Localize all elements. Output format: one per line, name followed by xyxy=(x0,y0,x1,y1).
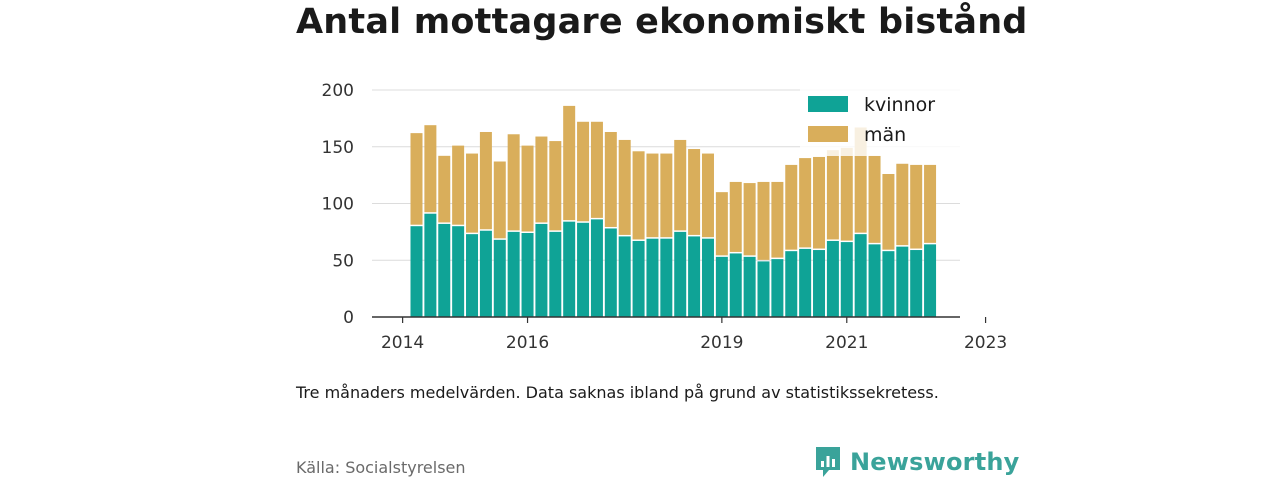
bar-kvinnor-18 xyxy=(660,238,673,317)
bar-kvinnor-35 xyxy=(896,246,909,317)
bar-kvinnor-13 xyxy=(590,219,603,317)
bar-kvinnor-25 xyxy=(757,261,770,317)
bar-kvinnor-37 xyxy=(924,244,937,317)
bar-kvinnor-7 xyxy=(507,231,520,317)
bar-man-12 xyxy=(577,121,590,222)
bar-kvinnor-12 xyxy=(577,222,590,317)
bar-kvinnor-9 xyxy=(535,223,548,317)
brand-logo: Newsworthy xyxy=(814,445,1020,479)
bar-man-26 xyxy=(771,181,784,258)
bar-kvinnor-17 xyxy=(646,238,659,317)
bar-kvinnor-27 xyxy=(785,251,798,317)
legend-label-1: män xyxy=(864,124,906,146)
bar-man-22 xyxy=(715,192,728,256)
bar-man-9 xyxy=(535,136,548,223)
bar-kvinnor-3 xyxy=(452,226,465,317)
legend-swatch-1 xyxy=(808,126,848,142)
bar-man-10 xyxy=(549,141,562,231)
bar-man-16 xyxy=(632,151,645,240)
bar-man-28 xyxy=(799,158,812,248)
bar-kvinnor-34 xyxy=(882,251,895,317)
stacked-bar-chart: 0 50 100 150 200 2014 2016 2019 2021 2023 kvinnor m… xyxy=(322,81,1008,353)
bar-man-35 xyxy=(896,163,909,246)
x-tick-label-2014: 2014 xyxy=(381,333,424,353)
bar-kvinnor-24 xyxy=(743,256,756,317)
bar-kvinnor-5 xyxy=(479,230,492,317)
bar-man-0 xyxy=(410,133,423,225)
y-tick-label-100: 100 xyxy=(322,195,354,215)
bar-kvinnor-32 xyxy=(854,234,867,317)
bar-kvinnor-22 xyxy=(715,256,728,317)
bar-man-37 xyxy=(924,164,937,243)
x-tick-label-2021: 2021 xyxy=(825,333,868,353)
bar-kvinnor-30 xyxy=(826,240,839,317)
bar-man-36 xyxy=(910,164,923,249)
chart-title: Antal mottagare ekonomiskt bistånd xyxy=(296,2,1028,42)
bar-kvinnor-28 xyxy=(799,248,812,317)
y-tick-label-150: 150 xyxy=(322,138,354,158)
bar-kvinnor-26 xyxy=(771,259,784,317)
bar-man-3 xyxy=(452,145,465,225)
bar-kvinnor-20 xyxy=(688,236,701,317)
bar-man-23 xyxy=(729,181,742,252)
bar-man-31 xyxy=(840,147,853,241)
bar-man-17 xyxy=(646,153,659,238)
y-tick-label-50: 50 xyxy=(332,251,354,271)
bar-kvinnor-33 xyxy=(868,244,881,317)
bar-man-5 xyxy=(479,131,492,230)
bar-man-2 xyxy=(438,155,451,223)
bar-kvinnor-8 xyxy=(521,233,534,317)
legend-label-0: kvinnor xyxy=(864,94,935,116)
bar-man-19 xyxy=(674,139,687,231)
bar-man-4 xyxy=(466,153,479,233)
bar-man-33 xyxy=(868,155,881,243)
x-tick-label-2019: 2019 xyxy=(700,333,743,353)
bar-kvinnor-0 xyxy=(410,226,423,317)
bar-man-8 xyxy=(521,145,534,232)
bar-man-18 xyxy=(660,153,673,238)
bar-kvinnor-16 xyxy=(632,240,645,317)
bar-kvinnor-29 xyxy=(813,250,826,317)
bar-kvinnor-14 xyxy=(604,228,617,317)
bar-kvinnor-31 xyxy=(840,242,853,317)
bar-man-21 xyxy=(701,153,714,238)
x-tick-label-2016: 2016 xyxy=(506,333,549,353)
x-tick-label-2023: 2023 xyxy=(964,333,1007,353)
bar-kvinnor-2 xyxy=(438,223,451,317)
brand-name: Newsworthy xyxy=(850,448,1020,476)
bar-kvinnor-10 xyxy=(549,231,562,317)
chart-note: Tre månaders medelvärden. Data saknas ib… xyxy=(296,383,939,402)
bar-man-7 xyxy=(507,134,520,231)
bar-man-34 xyxy=(882,173,895,250)
bar-kvinnor-4 xyxy=(466,234,479,317)
bar-kvinnor-21 xyxy=(701,238,714,317)
bar-kvinnor-23 xyxy=(729,253,742,317)
newsworthy-logo-icon xyxy=(816,447,840,477)
bar-man-6 xyxy=(493,161,506,239)
bar-man-11 xyxy=(563,105,576,221)
source-text: Källa: Socialstyrelsen xyxy=(296,458,466,477)
bar-man-14 xyxy=(604,131,617,227)
bar-man-29 xyxy=(813,156,826,249)
bar-man-15 xyxy=(618,139,631,235)
bar-kvinnor-36 xyxy=(910,250,923,317)
bar-man-13 xyxy=(590,121,603,218)
bar-kvinnor-6 xyxy=(493,239,506,317)
y-tick-label-200: 200 xyxy=(322,81,354,101)
bar-man-20 xyxy=(688,149,701,235)
bar-kvinnor-11 xyxy=(563,221,576,317)
bar-man-27 xyxy=(785,164,798,250)
bar-kvinnor-1 xyxy=(424,213,437,317)
bar-man-24 xyxy=(743,183,756,256)
bar-man-30 xyxy=(826,150,839,240)
y-tick-label-0: 0 xyxy=(343,308,354,328)
bar-man-25 xyxy=(757,181,770,260)
bar-man-1 xyxy=(424,125,437,213)
bar-kvinnor-15 xyxy=(618,236,631,317)
bar-kvinnor-19 xyxy=(674,231,687,317)
legend-swatch-0 xyxy=(808,96,848,112)
